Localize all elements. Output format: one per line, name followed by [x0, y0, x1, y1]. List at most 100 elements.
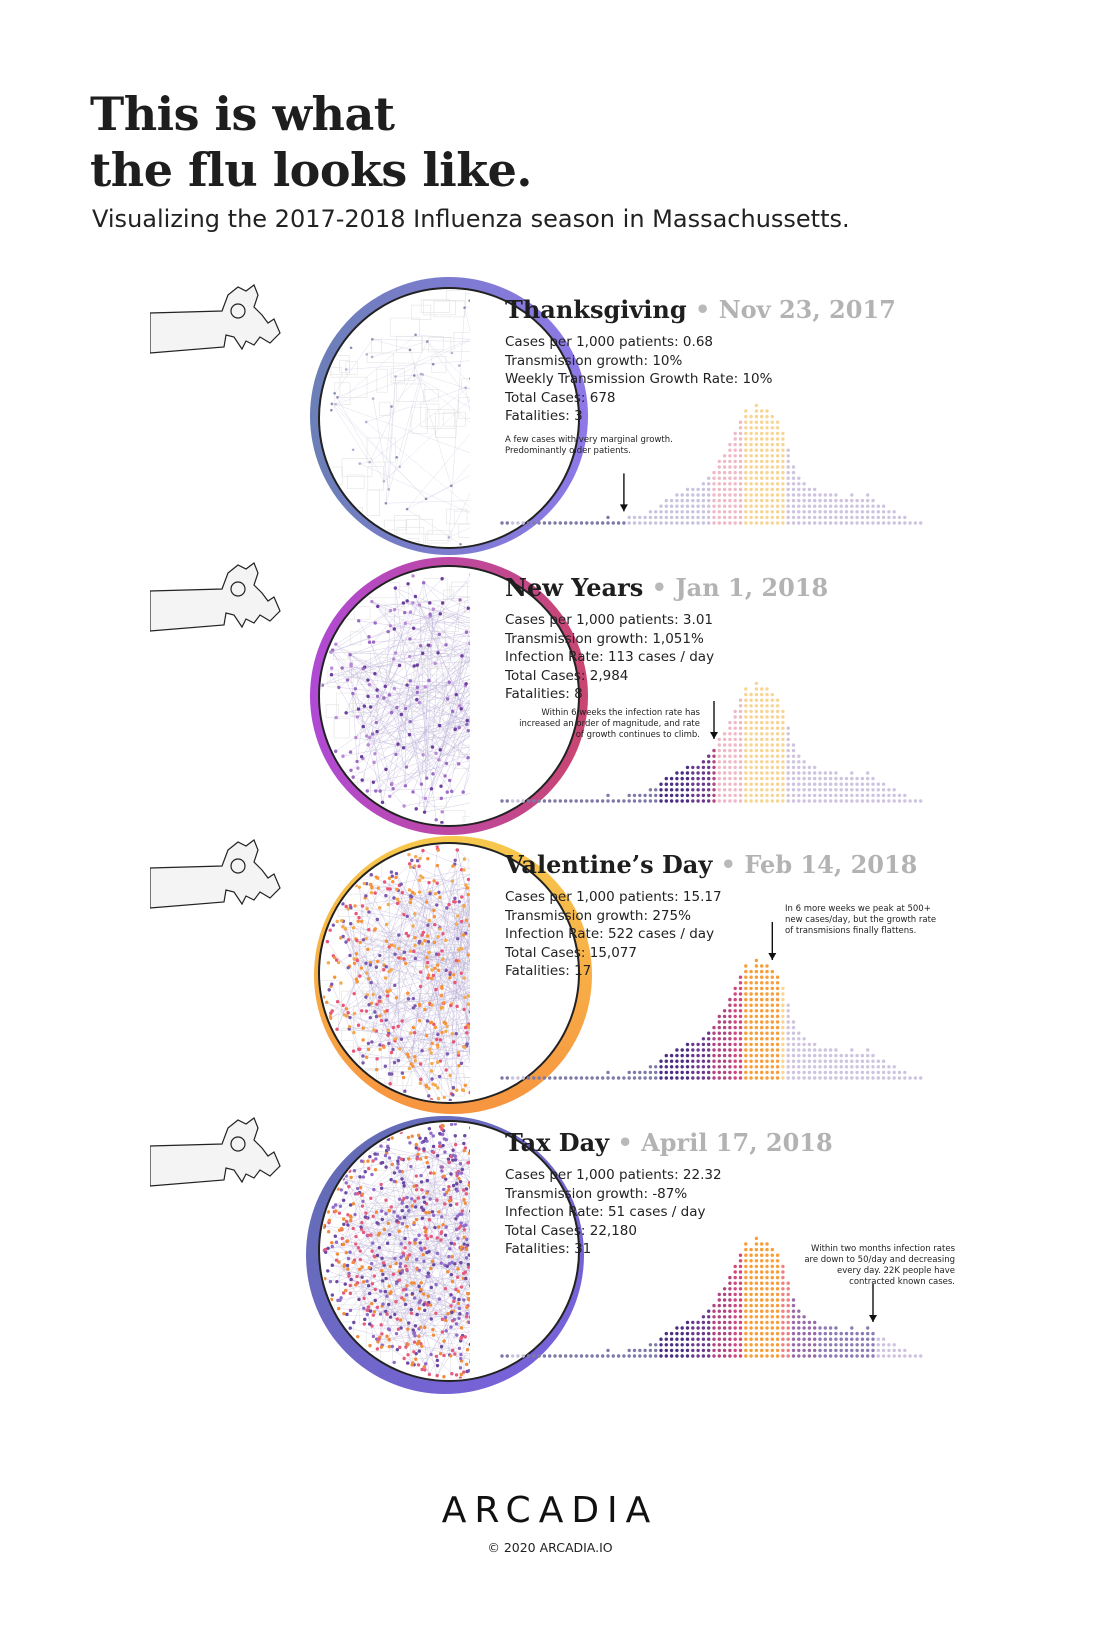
histogram-dot: [775, 793, 780, 798]
histogram-dot: [717, 487, 721, 492]
histogram-dot: [775, 437, 780, 441]
histogram-dot: [712, 799, 716, 803]
histogram-dot: [754, 997, 759, 1002]
histogram-dot: [744, 1053, 748, 1058]
histogram-dot: [818, 776, 822, 781]
histogram-dot: [754, 1020, 759, 1024]
histogram-dot: [802, 1320, 806, 1325]
histogram-dot: [791, 470, 796, 475]
histogram-dot: [627, 1070, 631, 1075]
histogram-dot: [781, 482, 785, 486]
histogram-dot: [781, 504, 785, 508]
histogram-dot: [537, 1354, 541, 1358]
histogram-dot: [754, 1348, 759, 1353]
histogram-dot: [733, 748, 737, 753]
histogram-dot: [797, 1337, 801, 1341]
histogram-dot: [775, 1076, 780, 1080]
histogram-dot: [722, 510, 727, 514]
histogram-dot: [897, 1076, 902, 1080]
histogram-dot: [717, 1309, 721, 1313]
histogram-dot: [760, 1053, 764, 1058]
histogram-dot: [648, 799, 653, 803]
histogram-dot: [791, 1048, 796, 1052]
histogram-dot: [691, 1059, 695, 1063]
histogram-dot: [802, 799, 806, 803]
histogram-dot: [786, 737, 790, 742]
histogram-dot: [664, 1343, 668, 1347]
histogram-dot: [802, 1059, 806, 1063]
histogram-dot: [919, 1076, 923, 1080]
histogram-dot: [813, 765, 817, 770]
histogram-dot: [765, 1048, 769, 1052]
histogram-dot: [738, 1281, 743, 1285]
histogram-dot: [871, 782, 875, 786]
histogram-dot: [722, 1065, 727, 1069]
histogram-dot: [680, 510, 684, 514]
histogram-dot: [813, 1320, 817, 1325]
histogram-dot: [691, 504, 695, 508]
histogram-dot: [797, 754, 801, 758]
histogram-dot: [844, 521, 849, 525]
histogram-dot: [601, 521, 605, 525]
histogram-dot: [728, 1020, 732, 1024]
histogram-dot: [839, 498, 843, 503]
histogram-dot: [733, 498, 737, 503]
histogram-dot: [866, 1059, 870, 1063]
histogram-dot: [781, 726, 785, 730]
histogram-dot: [548, 1354, 552, 1358]
histogram-dot: [579, 799, 584, 803]
histogram-dot: [728, 454, 732, 458]
histogram-dot: [775, 726, 780, 730]
histogram-dot: [733, 726, 737, 730]
histogram-dot: [712, 793, 716, 798]
histogram-dot: [717, 515, 721, 520]
note-line: of growth continues to climb.: [575, 730, 700, 740]
histogram-dot: [563, 1354, 568, 1358]
histogram-dot: [765, 704, 769, 708]
histogram-dot: [749, 1326, 753, 1330]
histogram-dot: [775, 1320, 780, 1325]
histogram-dot: [744, 799, 748, 803]
histogram-dot: [839, 1065, 843, 1069]
histogram-dot: [765, 1343, 769, 1347]
histogram-dot: [648, 1354, 653, 1358]
histogram-dot: [765, 1070, 769, 1075]
histogram-dot: [680, 793, 684, 798]
histogram-dot: [839, 788, 843, 792]
histogram-dot: [749, 515, 753, 520]
histogram-dot: [850, 776, 854, 781]
histogram-dot: [765, 1270, 769, 1274]
stat-cases-per-1000: Cases per 1,000 patients: 15.17: [505, 889, 722, 905]
histogram-dot: [553, 521, 557, 525]
histogram-dot: [866, 1354, 870, 1358]
histogram-dot: [765, 732, 769, 736]
histogram-dot: [866, 771, 870, 775]
histogram-dot: [712, 754, 716, 758]
histogram-dot: [749, 1315, 753, 1319]
note-line: of transmisions finally flattens.: [785, 926, 917, 936]
histogram-dot: [786, 493, 790, 497]
histogram-dot: [770, 1025, 774, 1030]
histogram-dot: [866, 1348, 870, 1353]
histogram-dot: [733, 737, 737, 742]
histogram-dot: [781, 997, 785, 1002]
histogram-dot: [717, 760, 721, 764]
histogram-dot: [701, 515, 706, 520]
histogram-dot: [765, 793, 769, 798]
histogram-dot: [738, 1059, 743, 1063]
histogram-dot: [754, 1264, 759, 1269]
histogram-dot: [781, 992, 785, 996]
histogram-dot: [770, 420, 774, 424]
histogram-dot: [622, 1354, 626, 1358]
histogram-dot: [744, 1281, 748, 1285]
histogram-dot: [818, 799, 822, 803]
histogram-dot: [765, 482, 769, 486]
histogram-dot: [765, 409, 769, 413]
histogram-dot: [887, 521, 891, 525]
stat-rate: Infection Rate: 51 cases / day: [505, 1204, 706, 1220]
histogram-dot: [744, 793, 748, 798]
histogram-dot: [823, 1326, 827, 1330]
histogram-dot: [775, 1065, 780, 1069]
histogram-dot: [760, 431, 764, 436]
histogram-dot: [770, 476, 774, 480]
